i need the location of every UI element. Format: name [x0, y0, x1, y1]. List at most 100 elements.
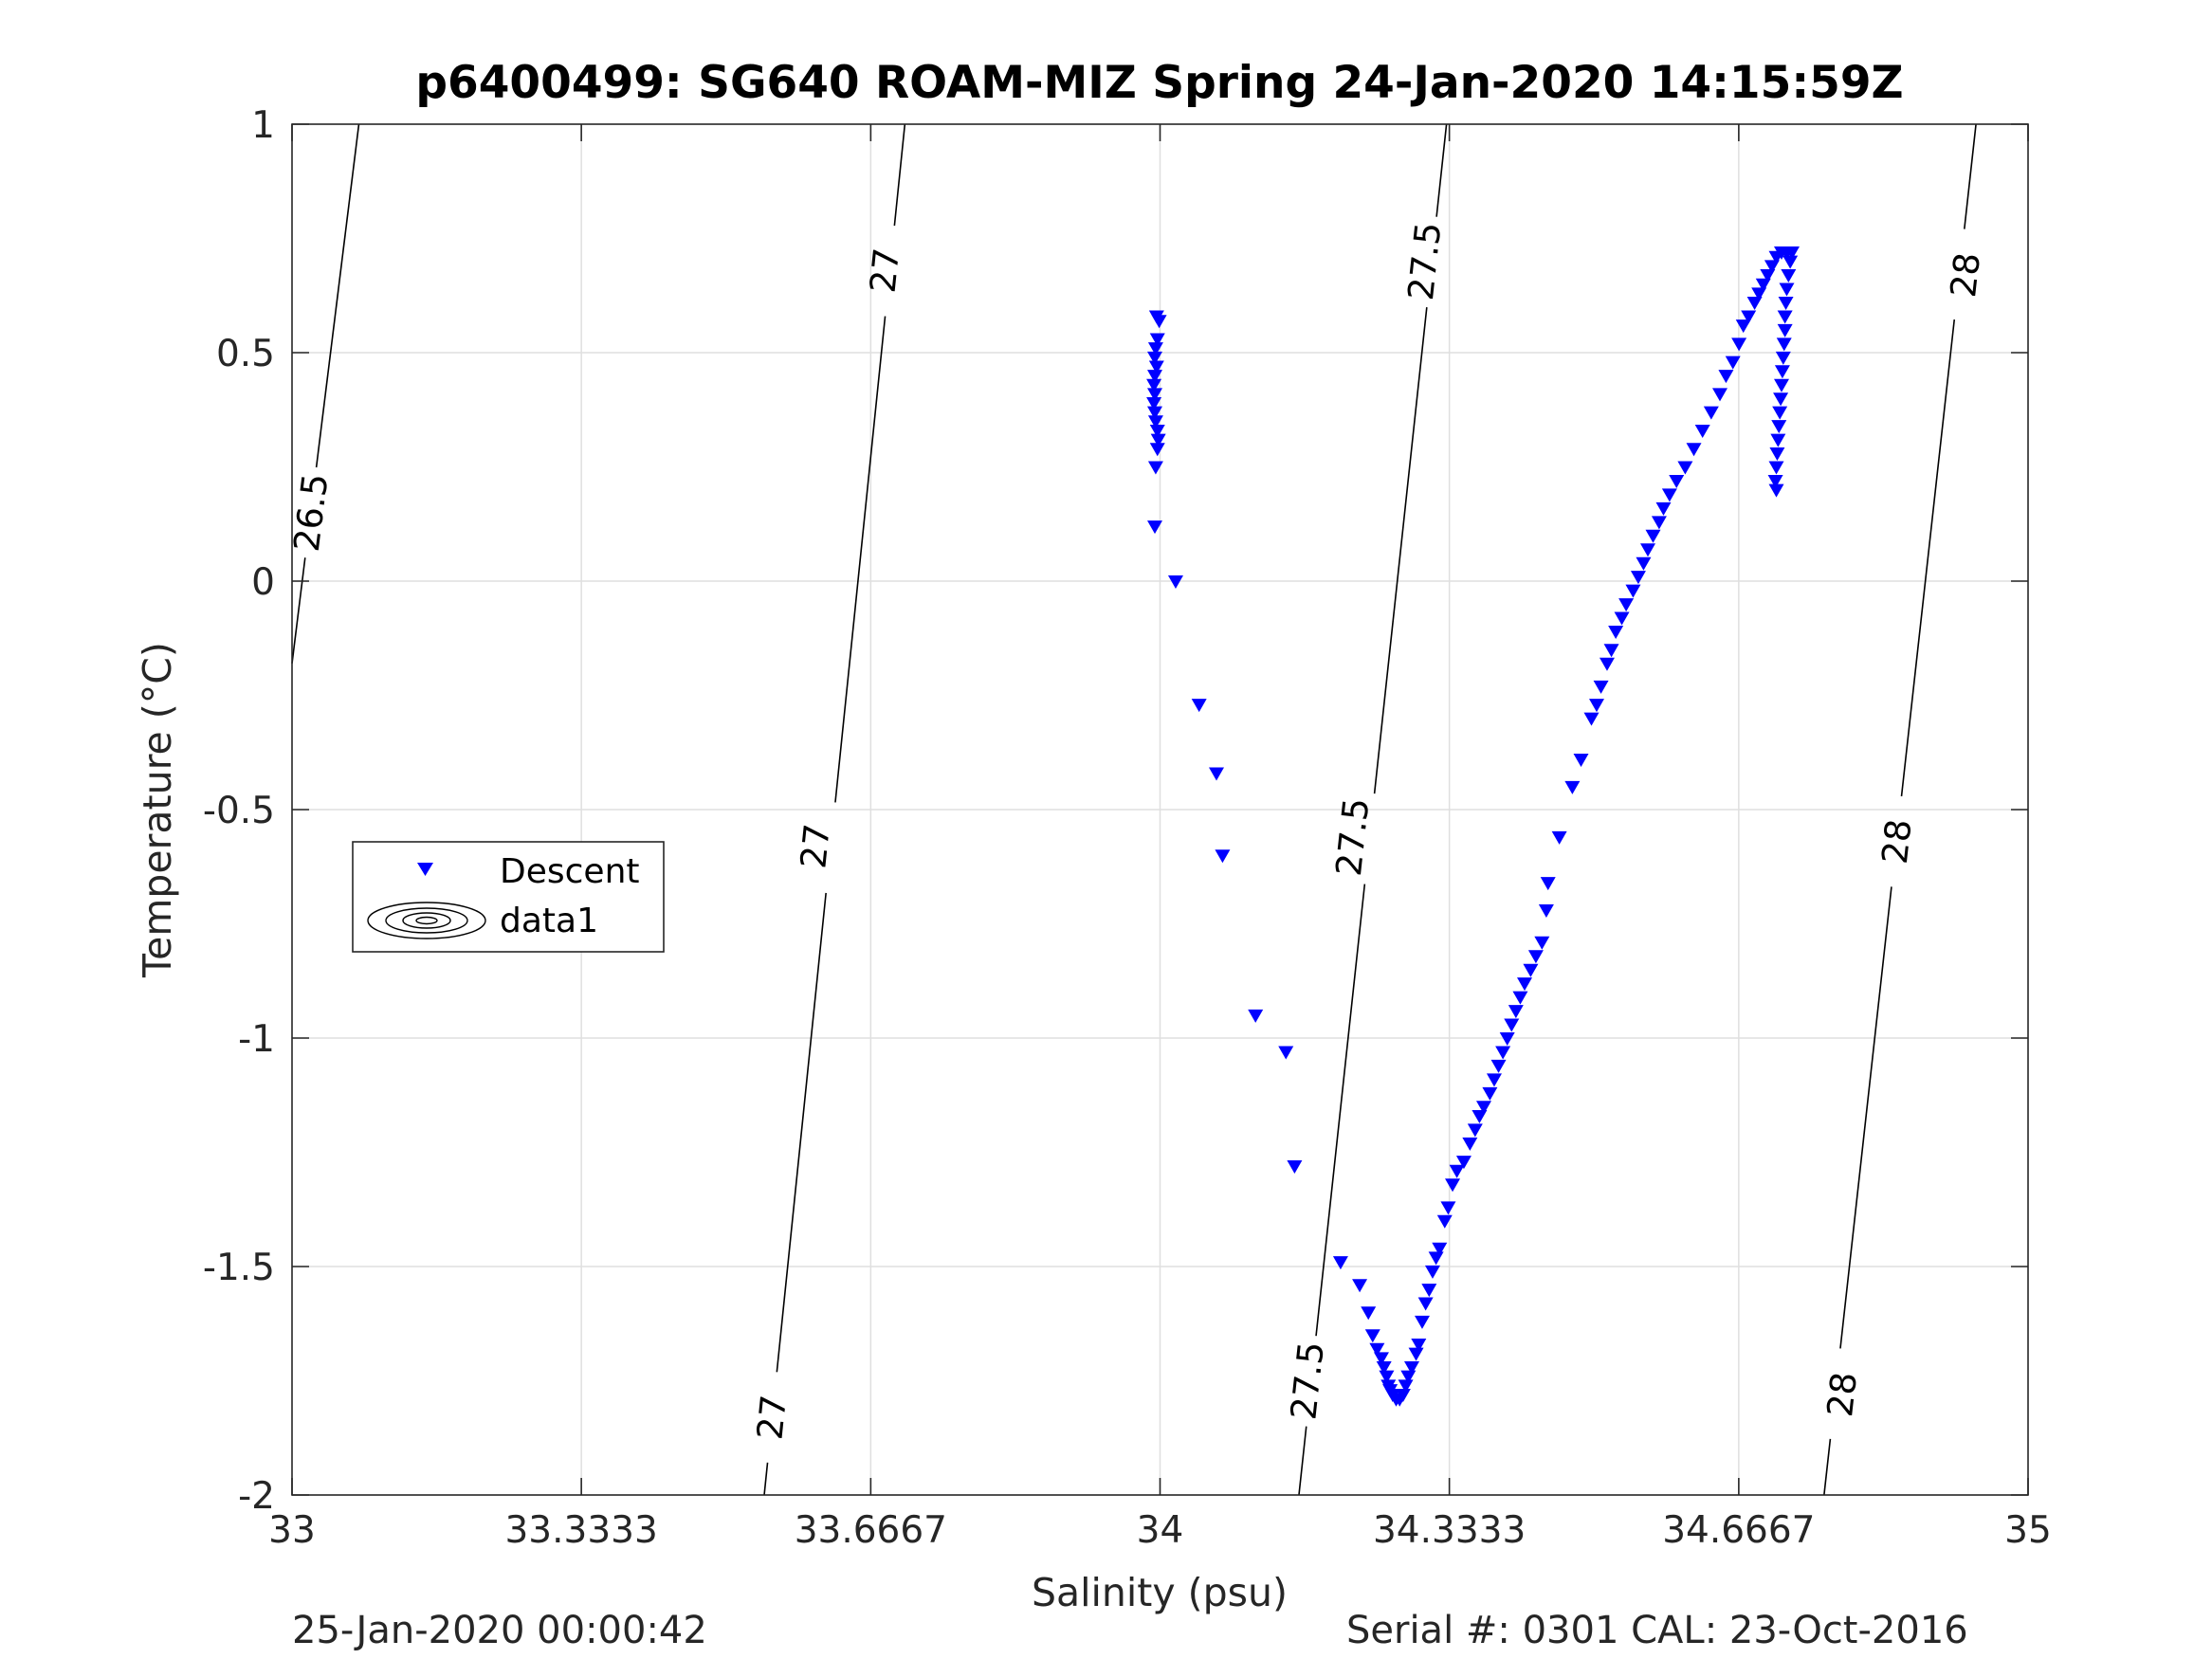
footer-timestamp: 25-Jan-2020 00:00:42 — [292, 1609, 707, 1652]
descent-point — [1783, 246, 1800, 260]
descent-point — [1147, 342, 1163, 356]
descent-point — [1746, 296, 1763, 310]
descent-point — [1725, 356, 1741, 370]
descent-point — [1440, 1201, 1456, 1215]
descent-point — [1760, 269, 1776, 283]
descent-point — [1751, 287, 1767, 301]
contour-line — [776, 892, 827, 1373]
descent-point — [1147, 415, 1163, 429]
descent-point — [1508, 1005, 1524, 1019]
descent-point — [1191, 699, 1207, 713]
x-tick-label: 35 — [2004, 1509, 2052, 1552]
descent-point — [1486, 1073, 1502, 1087]
descent-point — [1517, 977, 1533, 992]
descent-point — [1588, 699, 1604, 713]
descent-point — [1527, 950, 1544, 964]
descent-point — [1593, 680, 1609, 694]
descent-point — [1352, 1279, 1368, 1293]
descent-point — [1735, 319, 1751, 334]
descent-point — [1248, 1009, 1264, 1023]
contour-label: 27.5 — [1283, 1340, 1332, 1422]
legend-descent-marker — [417, 863, 433, 876]
descent-point — [1436, 1214, 1453, 1229]
y-tick-label: 1 — [251, 104, 275, 147]
descent-point — [1782, 255, 1799, 269]
descent-point — [1630, 571, 1646, 585]
x-tick-label: 34.3333 — [1373, 1509, 1526, 1552]
contour-line — [1298, 1426, 1307, 1496]
footer-serial-cal: Serial #: 0301 CAL: 23-Oct-2016 — [1346, 1609, 1968, 1652]
contour-line — [893, 123, 906, 227]
x-tick-label: 34 — [1137, 1509, 1184, 1552]
descent-point — [1398, 1379, 1414, 1394]
descent-point — [1147, 406, 1163, 420]
contour-label: 28 — [1819, 1370, 1865, 1419]
descent-point — [1774, 365, 1790, 379]
descent-point — [1769, 447, 1785, 462]
legend-descent-label: Descent — [500, 852, 640, 891]
descent-point — [1564, 780, 1581, 794]
descent-point — [1482, 1086, 1498, 1101]
descent-point — [1538, 904, 1554, 919]
descent-point — [1167, 575, 1183, 589]
contour-line — [291, 557, 306, 664]
x-tick-label: 33.6667 — [795, 1509, 947, 1552]
descent-point — [1215, 849, 1231, 864]
contour-line — [1900, 319, 1956, 797]
descent-point — [1768, 483, 1784, 498]
descent-point — [1703, 406, 1719, 420]
descent-point — [1395, 1388, 1411, 1402]
descent-point — [1573, 753, 1589, 767]
descent-point — [1495, 1046, 1511, 1060]
y-tick-label: -1.5 — [203, 1247, 275, 1289]
descent-point — [1669, 474, 1685, 488]
descent-point — [1778, 296, 1794, 310]
contour-label: 28 — [1943, 250, 1988, 300]
contour-line — [834, 316, 887, 803]
descent-point — [1432, 1242, 1448, 1256]
legend-box — [352, 841, 665, 953]
contour-label: 26.5 — [286, 471, 337, 554]
descent-point — [1462, 1137, 1478, 1151]
descent-point — [1467, 1123, 1483, 1138]
legend-contour-icon — [367, 902, 486, 939]
descent-point — [1770, 433, 1786, 447]
descent-point — [1376, 1361, 1392, 1376]
descent-point — [1403, 1361, 1419, 1376]
descent-point — [1777, 310, 1793, 324]
descent-point — [1618, 598, 1635, 612]
descent-point — [1731, 337, 1747, 352]
descent-point — [1146, 397, 1162, 411]
descent-point — [1408, 1347, 1424, 1361]
descent-point — [1711, 388, 1728, 402]
contour-line — [1839, 886, 1892, 1349]
descent-point — [1523, 963, 1539, 977]
x-tick-label: 33.3333 — [504, 1509, 657, 1552]
y-tick-label: 0 — [251, 561, 275, 604]
y-tick-label: -2 — [238, 1475, 275, 1518]
descent-point — [1645, 529, 1661, 543]
descent-point — [1369, 1342, 1385, 1357]
descent-point — [1278, 1046, 1294, 1060]
descent-point — [1146, 378, 1162, 392]
descent-point — [1694, 424, 1710, 438]
descent-point — [1421, 1284, 1437, 1298]
contour-line — [1964, 123, 1977, 229]
descent-point — [1651, 516, 1667, 530]
descent-point — [1455, 1156, 1472, 1170]
x-axis-label: Salinity (psu) — [1032, 1570, 1288, 1615]
descent-point — [1640, 543, 1656, 557]
x-tick-label: 34.6667 — [1662, 1509, 1815, 1552]
contour-line — [1823, 1438, 1832, 1496]
descent-point — [1147, 388, 1163, 402]
descent-point — [1361, 1306, 1377, 1321]
contour-label: 27 — [862, 246, 907, 295]
descent-point — [1414, 1315, 1430, 1329]
descent-point — [1755, 278, 1771, 292]
contour-label: 27.5 — [1328, 796, 1378, 879]
density-contours: 26.5 27 27 27 27.5 27.5 27.5 28 28 28 — [286, 123, 1988, 1496]
legend: Descent data1 — [352, 841, 665, 953]
descent-point — [1603, 644, 1619, 658]
contour-label: 28 — [1874, 817, 1920, 866]
descent-point — [1364, 1329, 1380, 1343]
